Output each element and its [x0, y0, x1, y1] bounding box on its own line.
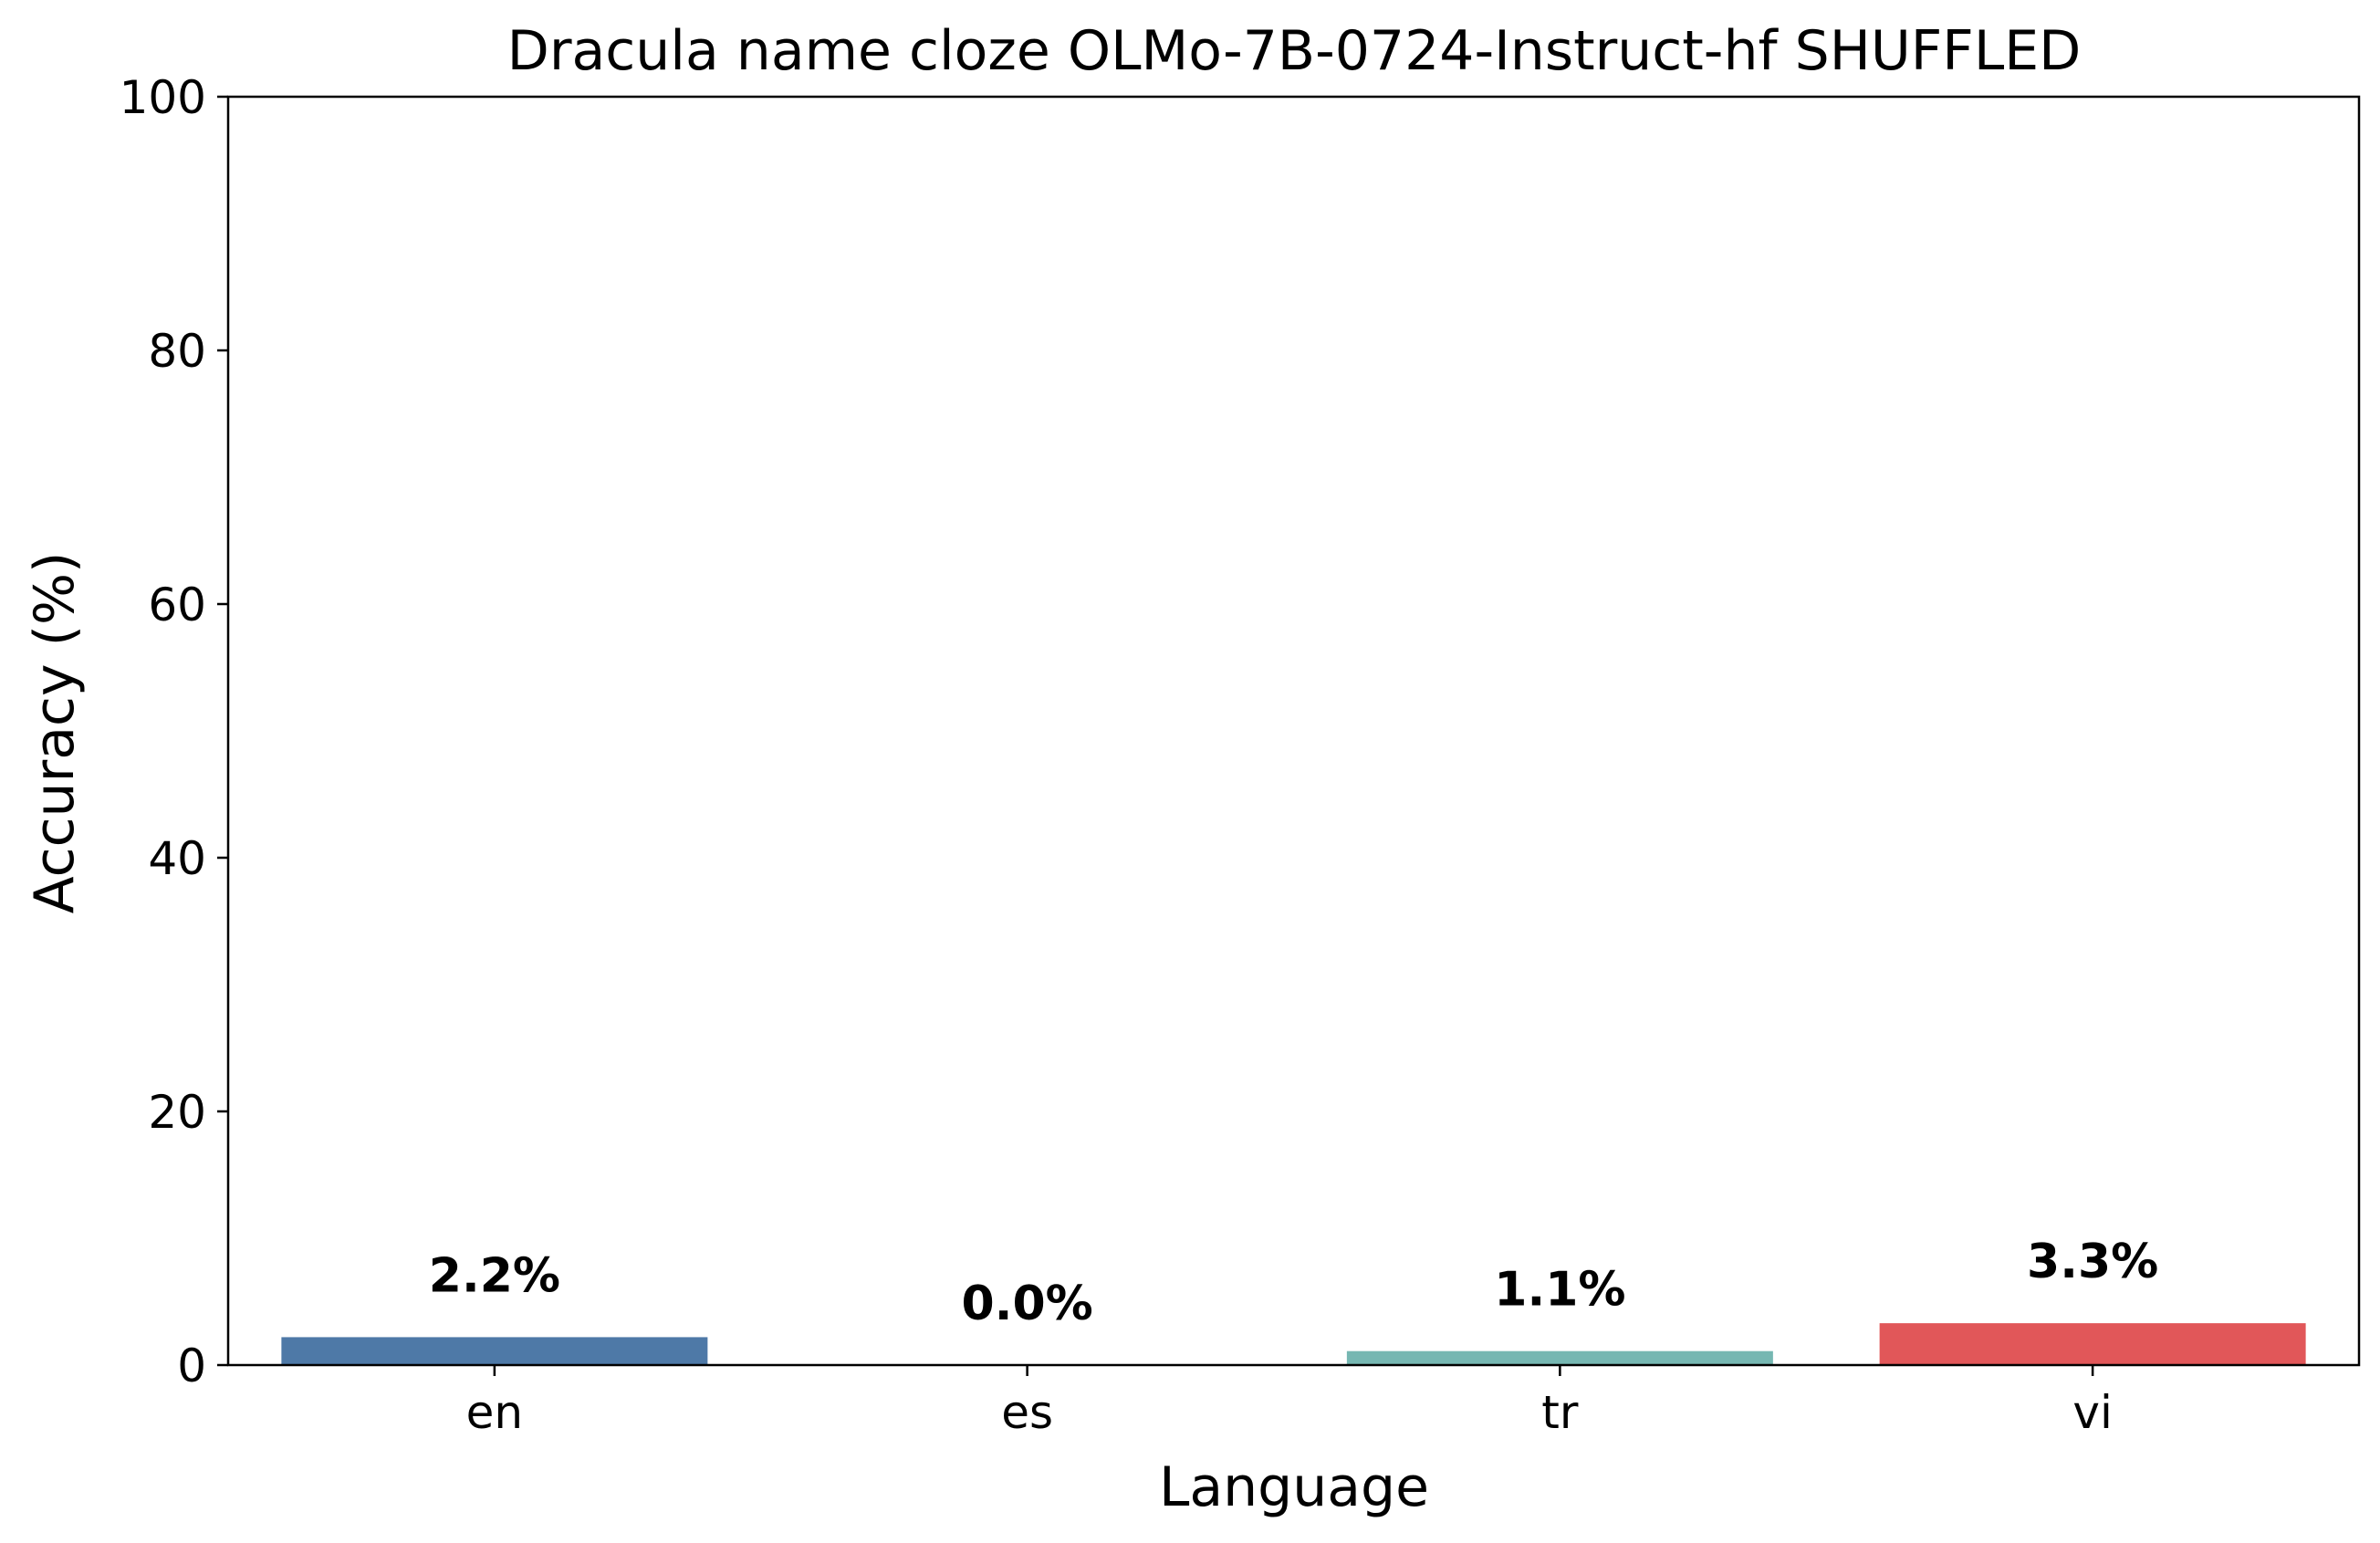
- bar-tr: [1346, 1350, 1773, 1365]
- plot-frame: [226, 95, 2361, 1367]
- y-axis-title: Accuracy (%): [23, 552, 87, 914]
- bar-value-label-tr: 1.1%: [1494, 1263, 1625, 1318]
- x-tick-label-vi: vi: [2072, 1386, 2112, 1439]
- bar-value-label-es: 0.0%: [962, 1277, 1093, 1331]
- y-tick-label-80: 80: [148, 325, 206, 378]
- bar-en: [281, 1337, 708, 1365]
- bar-value-label-vi: 3.3%: [2027, 1235, 2158, 1289]
- y-tick-label-100: 100: [120, 71, 206, 124]
- x-axis-title: Language: [1159, 1455, 1429, 1519]
- plot-area: 2.2% en 0.0% es 1.1% tr 3.3% vi 0 20 40 60 80 100: [120, 71, 2361, 1439]
- y-tick-label-60: 60: [148, 579, 206, 631]
- bar-value-label-en: 2.2%: [429, 1248, 560, 1303]
- x-tick-label-en: en: [466, 1386, 523, 1439]
- bar-vi: [1879, 1323, 2306, 1365]
- x-tick-label-tr: tr: [1541, 1386, 1579, 1439]
- x-tick-label-es: es: [1001, 1386, 1053, 1439]
- y-tick-label-20: 20: [148, 1086, 206, 1139]
- chart-title: Dracula name cloze OLMo-7B-0724-Instruct…: [507, 19, 2082, 83]
- y-tick-label-0: 0: [177, 1340, 206, 1392]
- y-tick-label-40: 40: [148, 832, 206, 885]
